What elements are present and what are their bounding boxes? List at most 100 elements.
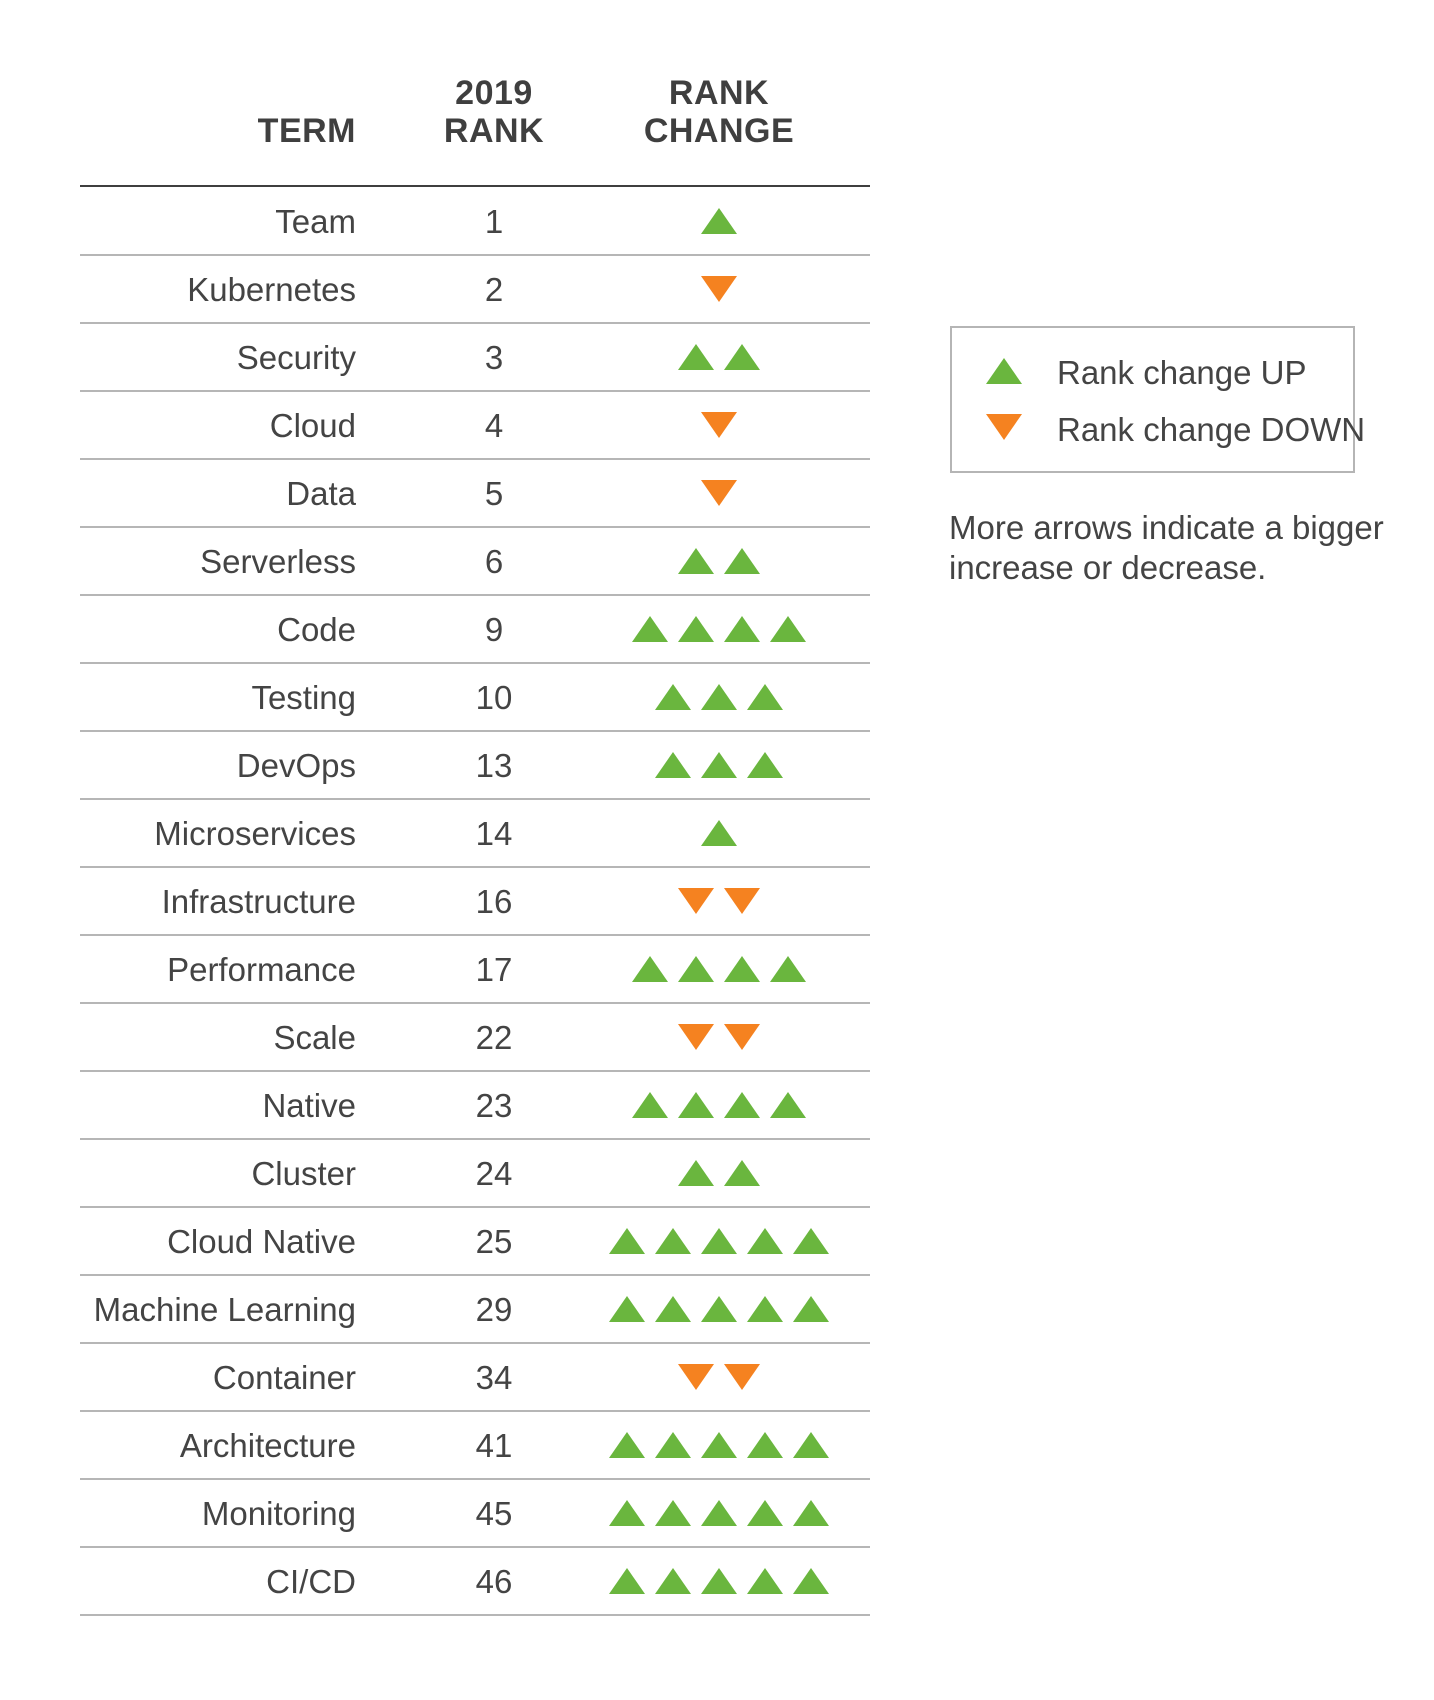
rank-up-triangle-icon	[701, 684, 737, 710]
rank-up-triangle-icon	[678, 616, 714, 642]
rank-value: 1	[485, 203, 503, 240]
table-row: Container 34	[80, 1359, 870, 1412]
table-row: Security 3	[80, 339, 870, 392]
rank-value: 17	[476, 951, 513, 988]
rank-value: 2	[485, 271, 503, 308]
rank-column-header-line2: RANK	[444, 112, 544, 150]
term-label: Architecture	[180, 1427, 356, 1464]
term-label: Cloud	[270, 407, 356, 444]
rank-value: 14	[476, 815, 513, 852]
rank-up-triangle-icon	[655, 684, 691, 710]
rank-up-triangle-icon	[770, 956, 806, 982]
rank-up-triangle-icon	[701, 1228, 737, 1254]
term-label: Container	[213, 1359, 356, 1396]
change-column-header-line1: RANK	[669, 74, 769, 112]
rank-up-triangle-icon	[678, 548, 714, 574]
rank-down-triangle-icon	[986, 414, 1022, 440]
rank-up-triangle-icon	[747, 1296, 783, 1322]
table-row: Machine Learning 29	[80, 1291, 870, 1344]
term-label: Cluster	[251, 1155, 356, 1192]
term-label: Infrastructure	[162, 883, 356, 920]
rank-up-triangle-icon	[701, 1296, 737, 1322]
rank-down-triangle-icon	[724, 1364, 760, 1390]
term-label: Scale	[273, 1019, 356, 1056]
table-row: Microservices 14	[80, 815, 870, 868]
table-row: Cloud 4	[80, 407, 870, 460]
table-row: Testing 10	[80, 679, 870, 732]
rank-up-triangle-icon	[678, 1092, 714, 1118]
rank-up-triangle-icon	[724, 956, 760, 982]
rank-value: 24	[476, 1155, 513, 1192]
term-label: Team	[275, 203, 356, 240]
note-line-2: increase or decrease.	[949, 549, 1266, 586]
table-row: Architecture 41	[80, 1427, 870, 1480]
term-label: Serverless	[200, 543, 356, 580]
rank-up-triangle-icon	[609, 1296, 645, 1322]
table-row: Performance 17	[80, 951, 870, 1004]
rank-up-triangle-icon	[701, 1500, 737, 1526]
term-label: Performance	[167, 951, 356, 988]
table-row: Data 5	[80, 475, 870, 528]
rank-up-triangle-icon	[747, 1228, 783, 1254]
rank-up-triangle-icon	[747, 1500, 783, 1526]
rank-up-triangle-icon	[655, 1228, 691, 1254]
table-row: Code 9	[80, 611, 870, 664]
column-headers: TERM 2019 RANK RANK CHANGE	[258, 74, 794, 150]
table-row: Scale 22	[80, 1019, 870, 1072]
legend-box	[950, 326, 1355, 473]
legend-up-label: Rank change UP	[1057, 354, 1306, 391]
rank-value: 4	[485, 407, 503, 444]
rank-value: 9	[485, 611, 503, 648]
rank-up-triangle-icon	[724, 548, 760, 574]
change-column-header-line2: CHANGE	[644, 112, 794, 150]
rank-up-triangle-icon	[701, 1432, 737, 1458]
rank-up-triangle-icon	[678, 344, 714, 370]
term-label: Data	[286, 475, 356, 512]
term-label: Testing	[251, 679, 356, 716]
table-body: Team 1 Kubernetes 2 Security 3 Cloud 4 Data 5 Serv…	[80, 203, 870, 1616]
term-label: Monitoring	[202, 1495, 356, 1532]
rank-up-triangle-icon	[770, 616, 806, 642]
rank-value: 29	[476, 1291, 513, 1328]
term-label: Kubernetes	[187, 271, 356, 308]
rank-up-triangle-icon	[770, 1092, 806, 1118]
table-row: DevOps 13	[80, 747, 870, 800]
rank-down-triangle-icon	[701, 412, 737, 438]
rank-up-triangle-icon	[632, 956, 668, 982]
rank-value: 46	[476, 1563, 513, 1600]
rank-value: 5	[485, 475, 503, 512]
rank-up-triangle-icon	[609, 1500, 645, 1526]
rank-down-triangle-icon	[701, 480, 737, 506]
rank-up-triangle-icon	[986, 358, 1022, 384]
rank-up-triangle-icon	[747, 752, 783, 778]
rank-value: 3	[485, 339, 503, 376]
term-label: Security	[237, 339, 357, 376]
rank-up-triangle-icon	[632, 1092, 668, 1118]
rank-down-triangle-icon	[678, 1024, 714, 1050]
rank-up-triangle-icon	[655, 752, 691, 778]
rank-value: 41	[476, 1427, 513, 1464]
rank-up-triangle-icon	[793, 1568, 829, 1594]
rank-up-triangle-icon	[655, 1296, 691, 1322]
term-label: Native	[262, 1087, 356, 1124]
table-row: Cloud Native 25	[80, 1223, 870, 1276]
table-row: Cluster 24	[80, 1155, 870, 1208]
term-label: Cloud Native	[167, 1223, 356, 1260]
legend-down-label: Rank change DOWN	[1057, 411, 1365, 448]
table-row: Team 1	[80, 203, 870, 256]
rank-down-triangle-icon	[701, 276, 737, 302]
rank-up-triangle-icon	[793, 1500, 829, 1526]
rank-up-triangle-icon	[724, 344, 760, 370]
table-row: Native 23	[80, 1087, 870, 1140]
rank-up-triangle-icon	[632, 616, 668, 642]
rank-up-triangle-icon	[724, 1092, 760, 1118]
rank-up-triangle-icon	[793, 1228, 829, 1254]
rank-down-triangle-icon	[678, 1364, 714, 1390]
rank-up-triangle-icon	[701, 208, 737, 234]
table-row: CI/CD 46	[80, 1563, 870, 1616]
term-label: DevOps	[237, 747, 356, 784]
rank-value: 13	[476, 747, 513, 784]
rank-up-triangle-icon	[701, 820, 737, 846]
rank-up-triangle-icon	[655, 1500, 691, 1526]
